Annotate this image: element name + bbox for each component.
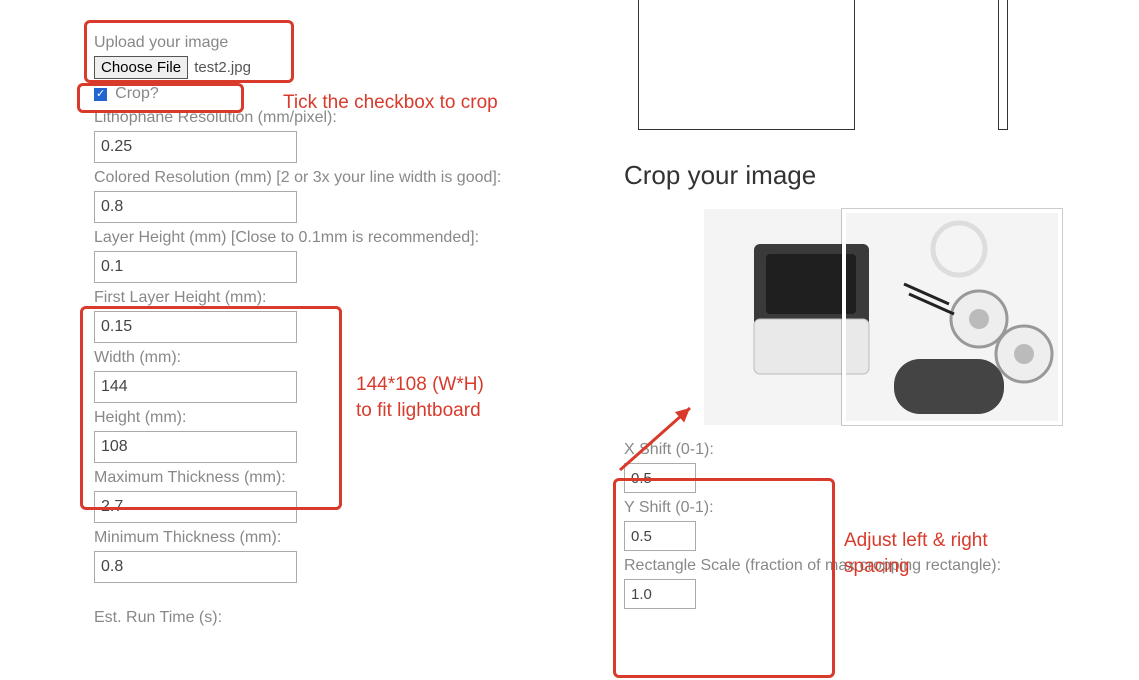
x-shift-label: X Shift (0-1): [624,441,1094,459]
min-thick-input[interactable] [94,551,297,583]
x-shift-input[interactable] [624,463,696,493]
annotation-text-adjust: Adjust left & rightspacing [844,528,988,579]
first-layer-label: First Layer Height (mm): [94,289,594,307]
chosen-file-name: test2.jpg [194,59,251,76]
width-input[interactable] [94,371,297,403]
crop-checkbox[interactable] [94,88,107,101]
annotation-text-dims: 144*108 (W*H)to fit lightboard [356,372,484,423]
height-label: Height (mm): [94,409,594,427]
layer-height-input[interactable] [94,251,297,283]
layer-height-label: Layer Height (mm) [Close to 0.1mm is rec… [94,229,594,247]
preview-box-2 [998,0,1008,130]
annotation-text-tick: Tick the checkbox to crop [283,90,498,116]
colored-res-input[interactable] [94,191,297,223]
min-thick-label: Minimum Thickness (mm): [94,529,594,547]
settings-form: Upload your image Choose File test2.jpg … [94,28,594,627]
upload-label: Upload your image [94,34,594,52]
first-layer-input[interactable] [94,311,297,343]
colored-res-label: Colored Resolution (mm) [2 or 3x your li… [94,169,594,187]
crop-heading: Crop your image [624,160,1094,191]
choose-file-button[interactable]: Choose File [94,56,188,79]
crop-checkbox-label: Crop? [115,85,159,102]
crop-selection-rect[interactable] [842,209,1062,425]
file-picker-row: Choose File test2.jpg [94,56,594,79]
width-label: Width (mm): [94,349,594,367]
max-thick-label: Maximum Thickness (mm): [94,469,594,487]
crop-fields: X Shift (0-1): Y Shift (0-1): Rectangle … [624,441,1094,609]
y-shift-label: Y Shift (0-1): [624,499,1094,517]
litho-res-input[interactable] [94,131,297,163]
height-input[interactable] [94,431,297,463]
rect-scale-input[interactable] [624,579,696,609]
preview-box-1 [638,0,855,130]
crop-image-preview[interactable] [704,209,1062,425]
max-thick-input[interactable] [94,491,297,523]
y-shift-input[interactable] [624,521,696,551]
est-run-label: Est. Run Time (s): [94,609,594,627]
